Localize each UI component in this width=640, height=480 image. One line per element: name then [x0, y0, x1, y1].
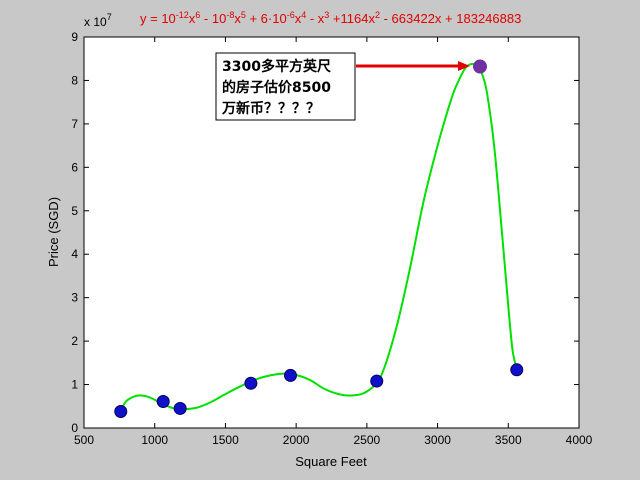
highlight-point [473, 59, 487, 74]
x-tick-label: 3000 [424, 433, 451, 447]
x-tick-label: 2500 [354, 433, 381, 447]
y-axis-multiplier: x 107 [84, 12, 112, 29]
y-tick-label: 7 [71, 117, 78, 131]
data-point [156, 394, 170, 408]
y-tick-label: 6 [71, 160, 78, 174]
axis-ticks: 500 1000 1500 2000 2500 3000 3500 4000 0 1 2 3 4 5 6 7 8… [71, 30, 592, 447]
x-tick-label: 2000 [283, 433, 310, 447]
fit-equation: y = 10-12x6 - 10-8x5 + 6·10-6x4 - x3 +11… [140, 10, 521, 26]
y-tick-label: 1 [71, 378, 78, 392]
data-point [114, 404, 128, 418]
data-point [370, 374, 384, 388]
y-tick-label: 0 [71, 421, 78, 435]
annotation-line-1: 3300多平方英尺 [222, 58, 331, 75]
y-axis-label: Price (SGD) [46, 197, 61, 267]
data-points-layer [114, 59, 524, 418]
y-tick-label: 2 [71, 334, 78, 348]
y-tick-label: 5 [71, 204, 78, 218]
annotation-line-3: 万新币？？？？ [221, 100, 320, 117]
x-tick-label: 4000 [566, 433, 593, 447]
y-tick-label: 3 [71, 291, 78, 305]
data-point [283, 368, 297, 382]
x-tick-label: 500 [74, 433, 94, 447]
data-point [173, 401, 187, 415]
x-axis-label: Square Feet [295, 454, 367, 469]
data-point [244, 376, 258, 390]
data-point [510, 363, 524, 377]
annotation-box: 3300多平方英尺 的房子估价8500 万新币？？？？ [215, 52, 356, 121]
x-tick-label: 1500 [212, 433, 239, 447]
y-tick-label: 8 [71, 73, 78, 87]
x-tick-label: 1000 [141, 433, 168, 447]
y-tick-label: 9 [71, 30, 78, 44]
annotation-line-2: 的房子估价8500 [222, 79, 331, 96]
annotation-arrow [356, 61, 470, 71]
x-tick-label: 3500 [495, 433, 522, 447]
y-tick-label: 4 [71, 247, 78, 261]
